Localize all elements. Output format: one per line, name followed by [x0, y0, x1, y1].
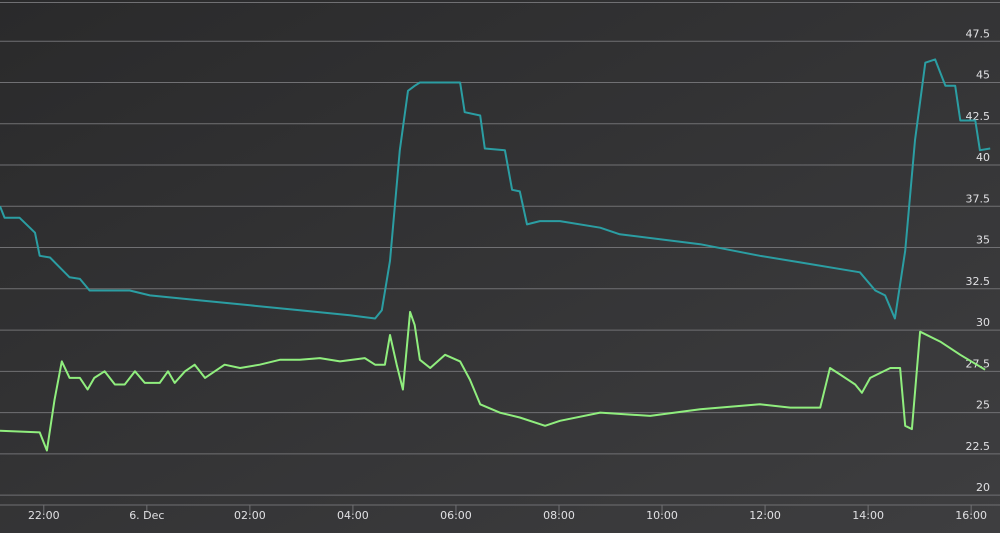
y-tick-label: 35 — [976, 234, 990, 247]
series-line — [0, 310, 986, 452]
x-tick-label: 06:00 — [440, 509, 472, 522]
y-tick-label: 45 — [976, 69, 990, 82]
series-line — [0, 58, 991, 320]
x-tick-label: 10:00 — [646, 509, 678, 522]
x-tick-label: 16:00 — [955, 509, 987, 522]
x-tick-label: 12:00 — [749, 509, 781, 522]
x-tick-label: 04:00 — [337, 509, 369, 522]
y-tick-label: 37.5 — [966, 192, 991, 205]
x-tick-label: 6. Dec — [129, 509, 164, 522]
y-tick-label: 47.5 — [966, 27, 991, 40]
y-tick-label: 40 — [976, 151, 990, 164]
x-tick-label: 02:00 — [234, 509, 266, 522]
y-tick-label: 25 — [976, 399, 990, 412]
x-tick-label: 08:00 — [543, 509, 575, 522]
x-tick-label: 22:00 — [28, 509, 60, 522]
y-tick-label: 32.5 — [966, 275, 991, 288]
x-tick-label: 14:00 — [852, 509, 884, 522]
y-tick-label: 20 — [976, 481, 990, 494]
y-tick-label: 30 — [976, 316, 990, 329]
y-tick-label: 22.5 — [966, 440, 991, 453]
